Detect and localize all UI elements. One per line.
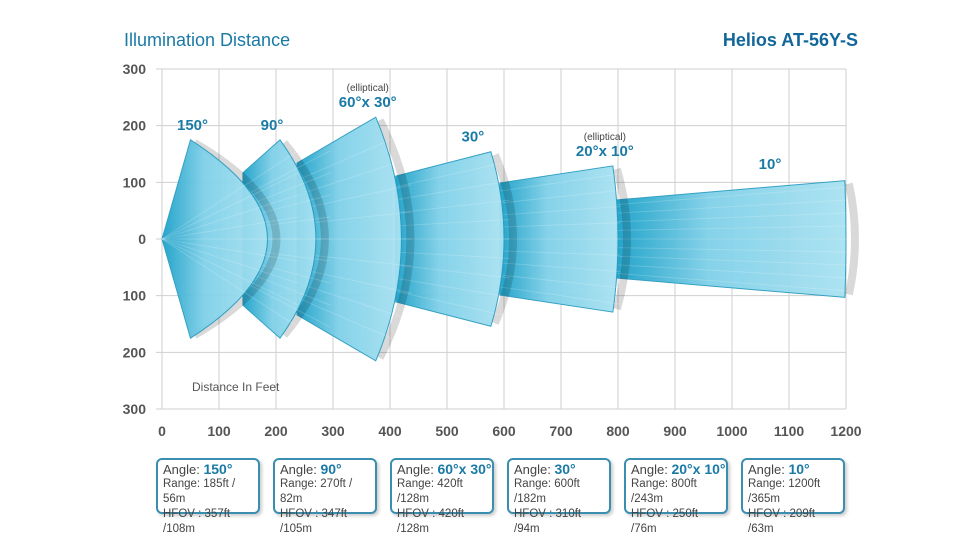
beam-label: 10° — [759, 156, 782, 173]
x-tick-label: 1200 — [830, 423, 861, 439]
x-tick-label: 800 — [606, 423, 630, 439]
x-tick-label: 500 — [435, 423, 459, 439]
beam-label: 20°x 10° — [576, 143, 634, 160]
spec-hfov: HFOV : 250ft /76m — [631, 508, 699, 535]
angle-label: Angle: — [397, 462, 438, 477]
y-tick-label: 100 — [123, 288, 147, 304]
beam-4 — [499, 165, 619, 313]
angle-value: 90° — [320, 461, 342, 477]
chart-title: Illumination Distance — [124, 30, 291, 50]
angle-label: Angle: — [631, 462, 672, 477]
y-tick-label: 300 — [123, 401, 147, 417]
y-tick-label: 300 — [123, 61, 147, 77]
beam-shadow — [613, 167, 631, 311]
beam-shadow — [491, 153, 517, 325]
y-tick-label: 0 — [138, 231, 146, 247]
beam-ray — [161, 150, 299, 240]
x-tick-label: 200 — [264, 423, 288, 439]
spec-angle: Angle: 20°x 10° — [631, 461, 726, 478]
beam-shadow — [280, 140, 329, 338]
angle-label: Angle: — [163, 462, 204, 477]
x-tick-label: 400 — [378, 423, 402, 439]
beam-ray — [161, 216, 299, 240]
x-tick-label: 900 — [663, 423, 687, 439]
beam-label: 30° — [462, 129, 485, 146]
angle-value: 30° — [554, 461, 576, 477]
spec-range: Range: 600ft /182m — [514, 478, 580, 505]
spec-range: Range: 420ft /128m — [397, 478, 463, 505]
angle-label: Angle: — [748, 462, 789, 477]
beam-label: 150° — [177, 117, 208, 134]
spec-hfov: HFOV : 420ft /128m — [397, 508, 465, 535]
beam-ray — [161, 194, 299, 240]
y-tick-label: 100 — [123, 174, 147, 190]
spec-box: Angle: 150° Range: 185ft / 56m HFOV : 357f… — [156, 458, 260, 535]
x-axis-label: Distance In Feet — [192, 380, 280, 394]
spec-box: Angle: 30° Range: 600ft /182m HFOV : 310ft… — [507, 458, 611, 535]
spec-angle: Angle: 150° — [163, 461, 258, 478]
beam-shadow — [844, 182, 859, 296]
spec-hfov: HFOV : 347ft /105m — [280, 508, 348, 535]
spec-range: Range: 270ft / 82m — [280, 478, 353, 505]
beam-ray — [161, 238, 299, 284]
spec-box: Angle: 60°x 30° Range: 420ft /128m HFOV : … — [390, 458, 494, 535]
model: AT-56Y-S — [781, 30, 858, 50]
spec-angle: Angle: 10° — [748, 461, 843, 478]
beam-shadow — [192, 139, 281, 339]
angle-label: Angle: — [280, 462, 321, 477]
x-tick-label: 700 — [549, 423, 573, 439]
product-title: Helios AT-56Y-S — [723, 30, 858, 51]
spec-box: Angle: 90° Range: 270ft / 82m HFOV : 347ft… — [273, 458, 377, 535]
spec-range: Range: 185ft / 56m — [163, 478, 236, 505]
beam-ray — [161, 238, 299, 306]
beam-label: 90° — [261, 117, 284, 134]
beam-5 — [616, 180, 847, 298]
spec-hfov: HFOV : 357ft /108m — [163, 508, 231, 535]
angle-value: 20°x 10° — [671, 461, 726, 477]
y-tick-label: 200 — [123, 118, 147, 134]
x-tick-label: 300 — [321, 423, 345, 439]
beam-label: 60°x 30° — [339, 94, 397, 111]
spec-angle: Angle: 60°x 30° — [397, 461, 492, 478]
spec-angle: Angle: 30° — [514, 461, 609, 478]
spec-hfov: HFOV : 209ft /63m — [748, 508, 816, 535]
beam-0 — [161, 139, 268, 339]
angle-value: 150° — [203, 461, 233, 477]
beam-note: (elliptical) — [347, 83, 389, 94]
spec-range: Range: 1200ft /365m — [748, 478, 821, 505]
x-tick-label: 1100 — [774, 423, 805, 439]
y-tick-label: 200 — [123, 344, 147, 360]
x-tick-label: 600 — [492, 423, 516, 439]
beam-note: (elliptical) — [584, 132, 626, 143]
x-tick-label: 0 — [158, 423, 166, 439]
angle-value: 60°x 30° — [437, 461, 492, 477]
spec-box: Angle: 10° Range: 1200ft /365m HFOV : 209f… — [741, 458, 845, 535]
angle-label: Angle: — [514, 462, 555, 477]
angle-value: 10° — [788, 461, 810, 477]
x-tick-label: 100 — [207, 423, 231, 439]
beam-ray — [161, 238, 299, 262]
spec-box: Angle: 20°x 10° Range: 800ft /243m HFOV : … — [624, 458, 728, 535]
beam-3 — [395, 151, 505, 327]
beam-shadow — [376, 118, 415, 360]
beam-1 — [242, 139, 317, 339]
beam-ray — [161, 238, 299, 328]
brand: Helios — [722, 30, 777, 50]
x-tick-label: 1000 — [716, 423, 747, 439]
spec-range: Range: 800ft /243m — [631, 478, 697, 505]
beam-2 — [296, 116, 402, 362]
spec-angle: Angle: 90° — [280, 461, 375, 478]
spec-hfov: HFOV : 310ft /94m — [514, 508, 582, 535]
beam-ray — [161, 172, 299, 240]
